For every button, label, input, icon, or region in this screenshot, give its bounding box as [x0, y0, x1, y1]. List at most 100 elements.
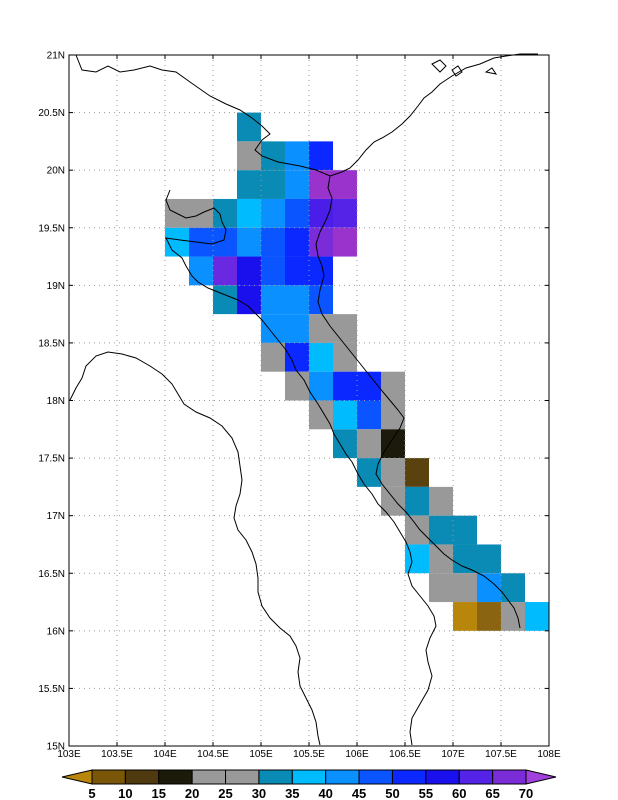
data-cell: [381, 371, 405, 401]
data-cell: [405, 486, 429, 516]
data-cell: [285, 256, 309, 286]
data-cell: [429, 515, 453, 545]
colorbar-segment: [358, 769, 393, 785]
data-cell: [237, 227, 261, 257]
data-cell: [261, 198, 285, 228]
data-cell: [285, 227, 309, 257]
colorbar-segment: [91, 769, 126, 785]
data-cell: [477, 544, 501, 574]
data-cell: [333, 227, 357, 257]
data-cell: [333, 314, 357, 343]
data-cell: [285, 198, 309, 228]
data-cell: [333, 429, 357, 459]
island-1: [431, 59, 447, 73]
data-cell: [309, 198, 333, 228]
data-cell: [309, 170, 333, 199]
lat-label: 20N: [47, 166, 65, 177]
colorbar-label: 10: [118, 786, 132, 800]
lat-label: 18.5N: [38, 338, 65, 349]
lon-label: 106E: [345, 749, 369, 760]
lon-label: 108E: [537, 749, 561, 760]
data-cell: [237, 112, 261, 142]
data-cell: [309, 285, 333, 315]
colorbar-segment: [124, 769, 160, 785]
colorbar-label: 65: [485, 786, 499, 800]
data-cell: [357, 429, 381, 459]
data-cell: [309, 256, 333, 286]
data-cell: [285, 371, 309, 401]
latitude-labels: 21N 20.5N 20N 19.5N 19N 18.5N 18N 17.5N 17N 16.5N…: [38, 51, 549, 753]
data-cell: [405, 458, 429, 487]
data-cell: [237, 285, 261, 315]
lon-label: 105.5E: [293, 749, 325, 760]
island-3: [484, 67, 498, 75]
data-cell: [285, 285, 309, 315]
lat-label: 16N: [47, 626, 65, 637]
data-cell: [309, 314, 333, 343]
colorbar-segment: [325, 769, 360, 785]
data-cell: [261, 170, 285, 199]
lat-label: 15N: [47, 742, 65, 753]
colorbar-segment: [291, 769, 327, 785]
data-cell: [453, 515, 477, 545]
colorbar-label: 30: [252, 786, 266, 800]
colorbar-segment: [258, 769, 293, 785]
data-cell: [333, 170, 357, 199]
coastline-layer: [69, 53, 538, 746]
data-cell: [285, 314, 309, 343]
colorbar-segment: [492, 769, 527, 785]
grid-lines: [69, 55, 549, 746]
lat-label: 17.5N: [38, 454, 65, 465]
data-cell: [333, 371, 357, 401]
colorbar-segment: [391, 769, 427, 785]
colorbar-segment: [458, 769, 494, 785]
data-cell: [309, 227, 333, 257]
colorbar-low-triangle: [61, 769, 93, 785]
lat-label: 20.5N: [38, 108, 65, 119]
data-cell: [429, 544, 453, 574]
data-cell: [477, 602, 501, 631]
data-cell: [189, 256, 213, 286]
data-cell: [525, 602, 549, 631]
data-cell: [213, 256, 237, 286]
lat-label: 17N: [47, 511, 65, 522]
lon-label: 104E: [153, 749, 177, 760]
data-cell: [261, 285, 285, 315]
data-cell: [429, 573, 453, 603]
border-laos-vietnam: [165, 189, 437, 746]
data-cell: [453, 602, 477, 631]
data-cell: [165, 227, 189, 257]
colorbar-label: 70: [519, 786, 533, 800]
colorbar-label: 45: [352, 786, 366, 800]
data-cell: [309, 342, 333, 372]
data-cell: [357, 458, 381, 487]
colorbar-high-triangle: [525, 769, 557, 785]
lat-label: 19N: [47, 281, 65, 292]
colorbar-label: 60: [452, 786, 466, 800]
data-cell: [309, 400, 333, 430]
data-cell: [261, 342, 285, 372]
data-cell: [381, 429, 405, 459]
colorbar-label: 40: [318, 786, 332, 800]
data-cell: [333, 400, 357, 430]
data-cell: [285, 342, 309, 372]
colorbar-segment: [425, 769, 460, 785]
data-cell: [357, 400, 381, 430]
colorbar-segment: [225, 769, 260, 785]
colorbar-segment: [191, 769, 227, 785]
lon-label: 103E: [57, 749, 81, 760]
data-cell: [381, 486, 405, 516]
data-cell: [309, 141, 333, 171]
data-cell: [453, 544, 477, 574]
data-cell: [237, 170, 261, 199]
border-west: [69, 351, 321, 746]
data-cell: [261, 227, 285, 257]
lat-label: 16.5N: [38, 569, 65, 580]
longitude-labels: 103E 103.5E 104E 104.5E 105E 105.5E 106E 106.5E…: [57, 55, 561, 760]
data-cell: [213, 198, 237, 228]
lon-label: 107.5E: [485, 749, 517, 760]
lon-label: 105E: [249, 749, 273, 760]
data-cell: [261, 256, 285, 286]
data-cell: [285, 170, 309, 199]
colorbar: 5 10 15 20 25 30 35 40 45 50 55 60 65 70: [61, 769, 557, 800]
